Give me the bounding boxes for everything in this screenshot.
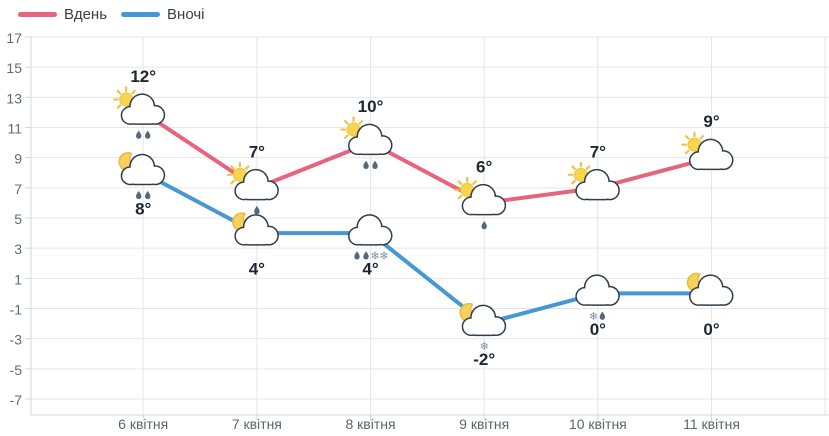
weather-icon-day-5 [681,131,734,171]
cloud-icon [461,304,507,337]
x-axis-label: 6 квітня [118,416,168,432]
raindrop-icon [145,190,151,200]
snowflake-icon: ❄ [589,310,598,323]
y-axis-label: 7 [14,181,22,197]
temp-label-day-0: 12° [130,67,156,86]
temp-label-day-2: 10° [358,97,384,116]
temp-label-day-5: 9° [703,112,719,131]
legend-label-night: Вночі [167,6,205,23]
snowflake-icon: ❄ [370,250,379,263]
weather-icon-day-4 [567,161,620,201]
x-axis-label: 10 квітня [569,416,627,432]
y-axis-label: 9 [14,151,22,167]
weather-icon-night-0 [118,152,166,200]
raindrop-icon [254,206,260,215]
weather-icon-night-2: ❄ ❄ [348,214,393,263]
weather-icon-day-2 [340,116,393,169]
weather-icon-day-1 [226,161,279,215]
weather-icon-night-4: ❄ [575,274,620,323]
y-axis-label: 3 [14,241,22,257]
raindrop-icon [136,130,142,139]
cloud-icon [348,123,393,156]
cloud-icon [575,168,620,201]
weather-icon-night-5 [686,272,734,306]
raindrop-icon [145,130,151,139]
cloud-icon [575,274,620,306]
temp-label-night-2: 4° [362,260,378,279]
cloud-icon [689,274,734,306]
temp-label-night-5: 0° [703,320,719,339]
temp-label-day-4: 7° [590,142,606,161]
raindrop-icon [599,311,606,320]
temp-label-day-3: 6° [476,157,492,176]
cloud-icon [234,168,279,201]
y-axis-label: 13 [6,90,22,106]
cloud-icon [120,153,166,186]
y-axis-label: -3 [10,332,23,348]
weather-icon-day-0 [113,86,166,139]
temp-label-night-1: 4° [249,260,265,279]
y-axis-label: 11 [7,121,22,137]
legend-item-night[interactable]: Вночі [121,6,204,23]
temp-label-night-0: 8° [135,199,151,218]
y-axis-label: 1 [14,271,22,287]
y-axis-label: -5 [10,362,23,378]
y-axis-label: -7 [10,392,23,408]
x-axis-label: 9 квітня [459,416,509,432]
y-axis-label: 17 [6,30,22,46]
snowflake-icon: ❄ [480,340,489,353]
raindrop-icon [136,190,142,200]
raindrop-icon [354,251,360,260]
temp-label-night-3: -2° [473,350,495,369]
legend-item-day[interactable]: Вдень [18,6,107,23]
weather-icon-day-3 [454,176,507,230]
weather-icon-night-1 [232,212,279,246]
x-axis-label: 11 квітня [683,416,740,432]
chart-legend: Вдень Вночі [18,6,204,23]
cloud-icon [234,214,279,246]
raindrop-icon [363,251,369,260]
legend-label-day: Вдень [64,6,108,23]
day-series-swatch [18,12,57,17]
cloud-icon [461,183,507,216]
x-axis-label: 7 квітня [232,416,282,432]
sun-icon [681,131,708,158]
raindrop-icon [372,160,378,169]
x-axis-label: 8 квітня [345,416,395,432]
cloud-icon [120,93,166,125]
snowflake-icon: ❄ [379,250,388,263]
night-series-swatch [121,12,161,17]
y-axis-label: 5 [14,211,22,227]
y-axis-label: -1 [10,302,23,318]
temp-label-night-4: 0° [590,320,606,339]
weather-icon-night-3: ❄ [459,302,507,353]
y-axis-label: 15 [6,60,22,76]
cloud-icon [348,214,393,246]
raindrop-icon [481,221,487,230]
raindrop-icon [363,160,369,169]
cloud-icon [689,138,734,171]
temp-label-day-1: 7° [249,142,265,161]
